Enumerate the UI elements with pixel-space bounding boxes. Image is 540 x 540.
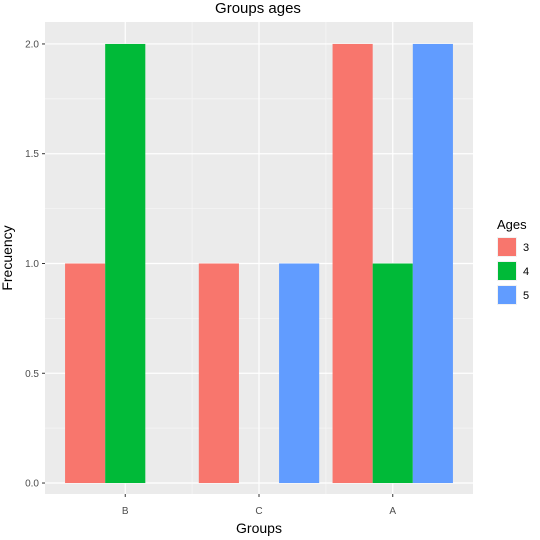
y-tick-label: 1.0 — [25, 259, 39, 270]
legend-label-5: 5 — [523, 290, 529, 302]
y-axis-title: Frecuency — [0, 225, 15, 290]
bars — [65, 43, 453, 484]
legend-label-4: 4 — [523, 266, 529, 278]
legend: Ages 3 4 5 — [497, 217, 529, 305]
legend-title: Ages — [497, 217, 527, 232]
chart-title: Groups ages — [215, 0, 301, 17]
bar-A-3 — [332, 43, 373, 484]
bar-C-3 — [198, 263, 239, 484]
bar-A-4 — [372, 263, 413, 484]
y-tick-label: 0.0 — [25, 479, 39, 490]
legend-swatch-3 — [498, 238, 516, 256]
bar-B-4 — [105, 43, 146, 484]
x-tick-label: A — [389, 506, 396, 517]
x-tick-label: B — [122, 506, 129, 517]
y-tick-label: 2.0 — [25, 39, 39, 50]
bar-B-3 — [65, 263, 106, 484]
legend-label-3: 3 — [523, 242, 529, 254]
x-tick-label: C — [255, 506, 262, 517]
y-tick-label: 1.5 — [25, 149, 39, 160]
bar-C-5 — [279, 263, 320, 484]
legend-swatch-5 — [498, 286, 516, 304]
y-tick-label: 0.5 — [25, 369, 39, 380]
y-axis: 0.0 0.5 1.0 1.5 2.0 — [25, 39, 45, 490]
bar-A-5 — [412, 43, 453, 484]
x-axis-title: Groups — [236, 520, 282, 536]
legend-swatch-4 — [498, 262, 516, 280]
